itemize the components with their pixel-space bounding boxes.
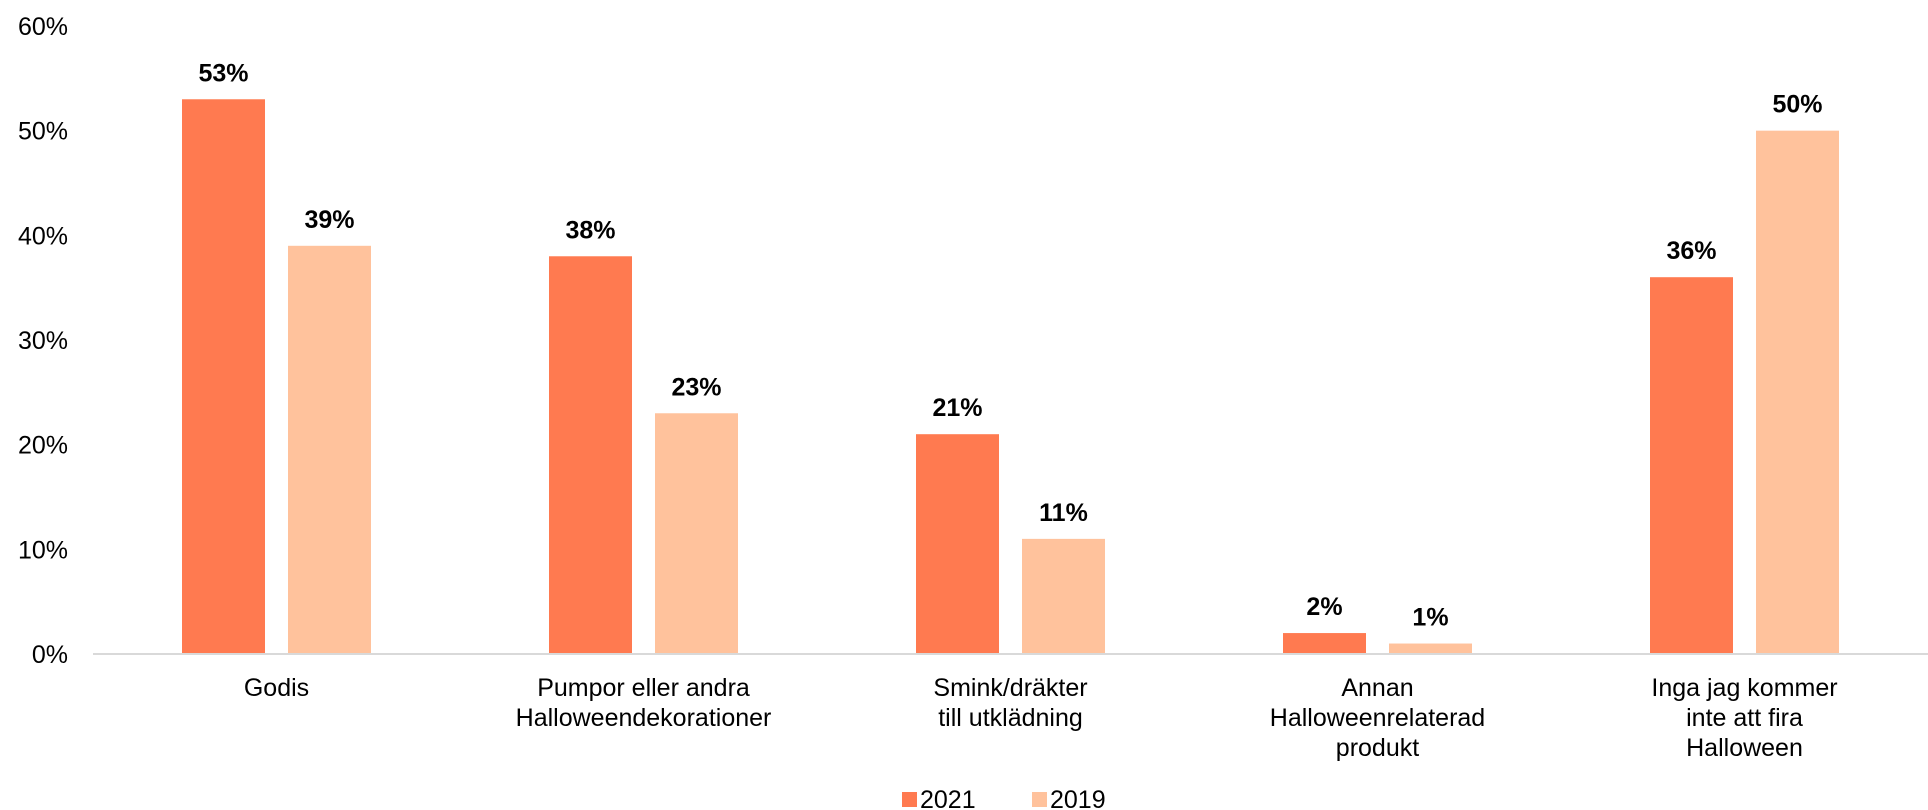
bar-2019-3 bbox=[1389, 643, 1472, 654]
data-label: 53% bbox=[198, 59, 248, 87]
x-category-label: Smink/dräkter bbox=[933, 674, 1087, 702]
x-category-label: Halloweenrelaterad bbox=[1270, 704, 1485, 732]
bar-2019-2 bbox=[1022, 538, 1105, 654]
y-tick-label: 30% bbox=[18, 327, 68, 355]
legend-swatch-2021 bbox=[902, 792, 917, 807]
x-category-label: produkt bbox=[1336, 734, 1419, 762]
bar-2019-1 bbox=[655, 413, 738, 654]
bar-2021-0 bbox=[182, 99, 265, 655]
y-tick-label: 20% bbox=[18, 432, 68, 460]
legend-label: 2021 bbox=[920, 786, 976, 810]
data-label: 1% bbox=[1412, 604, 1448, 632]
x-category-label: inte att fira bbox=[1686, 704, 1803, 732]
data-label: 23% bbox=[671, 373, 721, 401]
bars bbox=[182, 99, 1839, 655]
bar-2019-4 bbox=[1756, 130, 1839, 654]
y-axis: 0% 10% 20% 30% 40% 50% 60% bbox=[18, 13, 68, 669]
data-label: 38% bbox=[565, 216, 615, 244]
bar-2021-1 bbox=[549, 256, 632, 654]
legend: 2021 2019 bbox=[902, 786, 1106, 810]
bar-2021-2 bbox=[916, 434, 999, 654]
y-tick-label: 50% bbox=[18, 118, 68, 146]
y-tick-label: 10% bbox=[18, 536, 68, 564]
bar-2021-3 bbox=[1283, 633, 1366, 654]
bar-2019-0 bbox=[288, 245, 371, 655]
x-category-label: Godis bbox=[244, 674, 309, 702]
data-label: 39% bbox=[304, 206, 354, 234]
legend-swatch-2019 bbox=[1032, 792, 1047, 807]
x-category-label: Annan bbox=[1341, 674, 1413, 702]
x-category-label: till utklädning bbox=[938, 704, 1083, 732]
x-category-label: Pumpor eller andra bbox=[537, 674, 750, 702]
data-label: 2% bbox=[1306, 593, 1342, 621]
legend-label: 2019 bbox=[1050, 786, 1106, 810]
data-labels: 53% 39% 38% 23% 21% 11% 2% 1% 36% 50% bbox=[198, 59, 1822, 631]
x-axis: Godis Pumpor eller andraHalloweendekorati… bbox=[244, 674, 1838, 762]
data-label: 50% bbox=[1772, 91, 1822, 119]
data-label: 21% bbox=[932, 394, 982, 422]
y-tick-label: 60% bbox=[18, 13, 68, 41]
bar-2021-4 bbox=[1650, 277, 1733, 654]
y-tick-label: 40% bbox=[18, 222, 68, 250]
x-category-label: Halloweendekorationer bbox=[516, 704, 772, 732]
x-category-label: Inga jag kommer bbox=[1651, 674, 1837, 702]
data-label: 36% bbox=[1666, 237, 1716, 265]
y-tick-label: 0% bbox=[32, 641, 68, 669]
x-category-label: Halloween bbox=[1686, 734, 1803, 762]
data-label: 11% bbox=[1039, 499, 1088, 527]
